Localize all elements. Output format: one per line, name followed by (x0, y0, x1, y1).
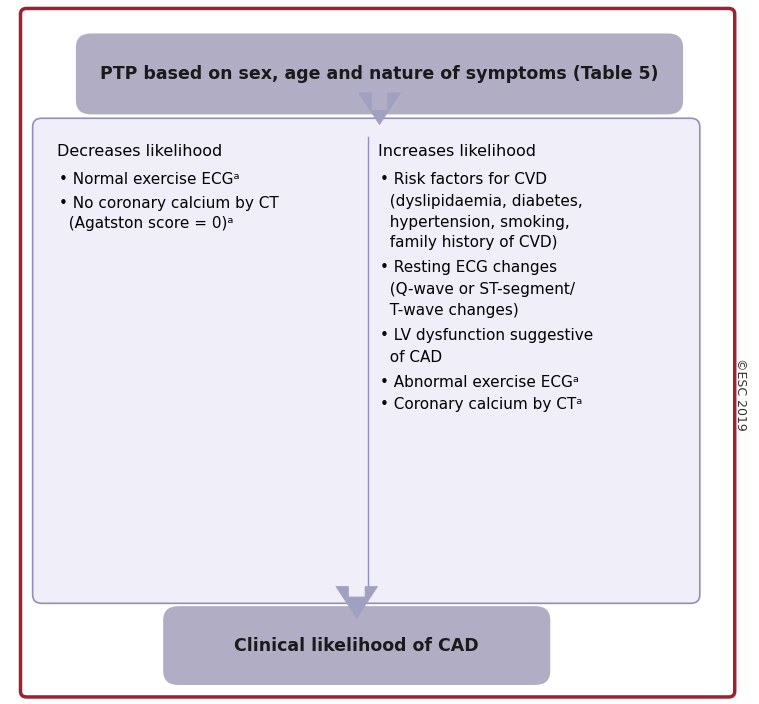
Text: family history of CVD): family history of CVD) (380, 235, 557, 250)
Text: • Risk factors for CVD: • Risk factors for CVD (380, 172, 546, 187)
FancyBboxPatch shape (33, 118, 700, 603)
Text: Decreases likelihood: Decreases likelihood (57, 144, 222, 159)
Text: (Agatston score = 0)ᵃ: (Agatston score = 0)ᵃ (59, 216, 234, 231)
Text: (Q-wave or ST-segment/: (Q-wave or ST-segment/ (380, 282, 575, 297)
Polygon shape (335, 586, 378, 618)
Polygon shape (359, 93, 401, 125)
Text: PTP based on sex, age and nature of symptoms (Table 5): PTP based on sex, age and nature of symp… (100, 65, 659, 83)
Text: • Coronary calcium by CTᵃ: • Coronary calcium by CTᵃ (380, 397, 582, 412)
Text: (dyslipidaemia, diabetes,: (dyslipidaemia, diabetes, (380, 194, 582, 209)
Text: ©ESC 2019: ©ESC 2019 (733, 358, 747, 431)
FancyBboxPatch shape (163, 606, 550, 685)
Text: • No coronary calcium by CT: • No coronary calcium by CT (59, 196, 279, 210)
Text: Clinical likelihood of CAD: Clinical likelihood of CAD (235, 636, 479, 655)
Text: • Normal exercise ECGᵃ: • Normal exercise ECGᵃ (59, 172, 240, 187)
FancyBboxPatch shape (76, 33, 683, 114)
Text: Increases likelihood: Increases likelihood (378, 144, 536, 159)
Text: hypertension, smoking,: hypertension, smoking, (380, 215, 569, 230)
Text: • LV dysfunction suggestive: • LV dysfunction suggestive (380, 328, 593, 343)
FancyBboxPatch shape (20, 8, 735, 697)
Text: T-wave changes): T-wave changes) (380, 303, 518, 318)
Text: • Resting ECG changes: • Resting ECG changes (380, 260, 556, 275)
Text: of CAD: of CAD (380, 350, 442, 365)
Text: • Abnormal exercise ECGᵃ: • Abnormal exercise ECGᵃ (380, 375, 578, 390)
